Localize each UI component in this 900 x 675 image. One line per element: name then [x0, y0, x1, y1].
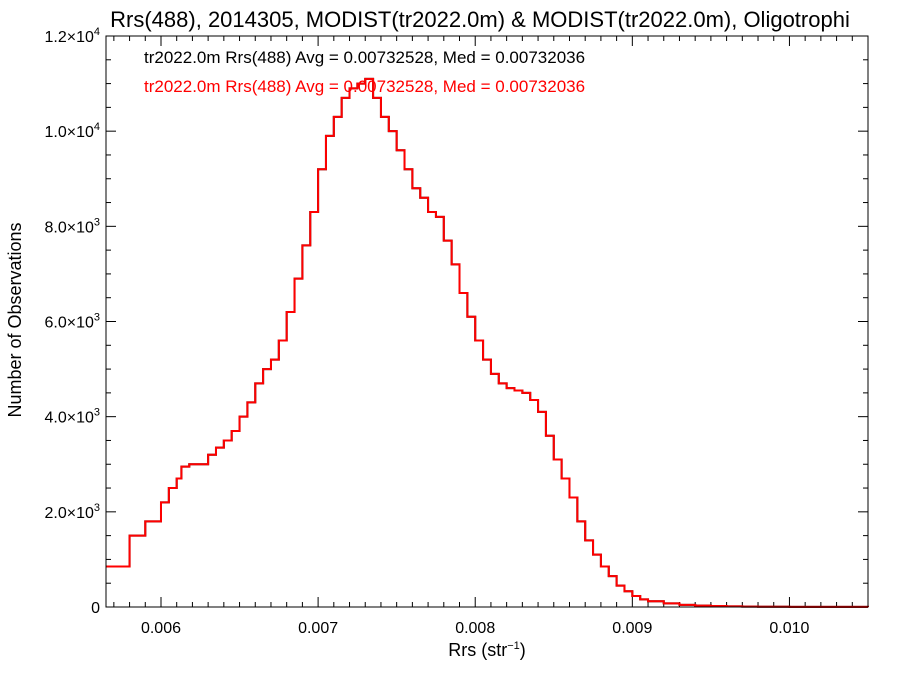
x-tick-label: 0.009	[612, 620, 652, 637]
x-axis-label: Rrs (str−1)	[448, 640, 526, 660]
y-tick-label: 4.0×103	[44, 407, 100, 427]
y-axis-label: Number of Observations	[5, 222, 25, 417]
y-tick-label: 0	[91, 600, 100, 617]
legend-entry-2: tr2022.0m Rrs(488) Avg = 0.00732528, Med…	[144, 77, 585, 96]
y-tick-label-exponent: 3	[94, 216, 100, 228]
y-tick-label-exponent: 3	[94, 407, 100, 419]
x-axis-label-exponent: −1	[507, 640, 520, 652]
plot-frame	[105, 35, 869, 608]
legend-entry-1: tr2022.0m Rrs(488) Avg = 0.00732528, Med…	[144, 48, 585, 67]
y-tick-label: 6.0×103	[44, 312, 100, 332]
y-tick-label-base: 1.2×10	[44, 29, 93, 46]
series-line-2	[106, 77, 869, 608]
axis-ticks: 0.006 0.007 0.008 0.009 0.01002.0×1034.0×103…	[44, 26, 869, 637]
y-tick-label-exponent: 3	[94, 502, 100, 514]
y-tick-label: 1.2×104	[44, 26, 100, 46]
x-tick-label: 0.007	[298, 620, 338, 637]
series-lines	[106, 77, 869, 608]
series-line-1	[106, 77, 869, 608]
y-tick-label-base: 1.0×10	[44, 124, 93, 141]
x-axis-label-text: Rrs (str	[448, 640, 507, 660]
legend: tr2022.0m Rrs(488) Avg = 0.00732528, Med…	[144, 48, 585, 96]
y-tick-label: 2.0×103	[44, 502, 100, 522]
x-tick-label: 0.010	[769, 620, 809, 637]
y-tick-label-exponent: 4	[94, 26, 100, 38]
x-axis-label-suffix: )	[520, 640, 526, 660]
y-tick-label-exponent: 4	[94, 121, 100, 133]
x-tick-label: 0.008	[455, 620, 495, 637]
chart-title: Rrs(488), 2014305, MODIST(tr2022.0m) & M…	[110, 7, 850, 32]
y-tick-label: 1.0×104	[44, 121, 100, 141]
y-tick-label-exponent: 3	[94, 312, 100, 324]
y-tick-label-base: 8.0×10	[44, 219, 93, 236]
y-tick-label: 8.0×103	[44, 216, 100, 236]
y-tick-label-base: 4.0×10	[44, 410, 93, 427]
x-tick-label: 0.006	[141, 620, 181, 637]
y-tick-label-base: 0	[91, 600, 100, 617]
y-tick-label-base: 6.0×10	[44, 315, 93, 332]
y-tick-label-base: 2.0×10	[44, 505, 93, 522]
